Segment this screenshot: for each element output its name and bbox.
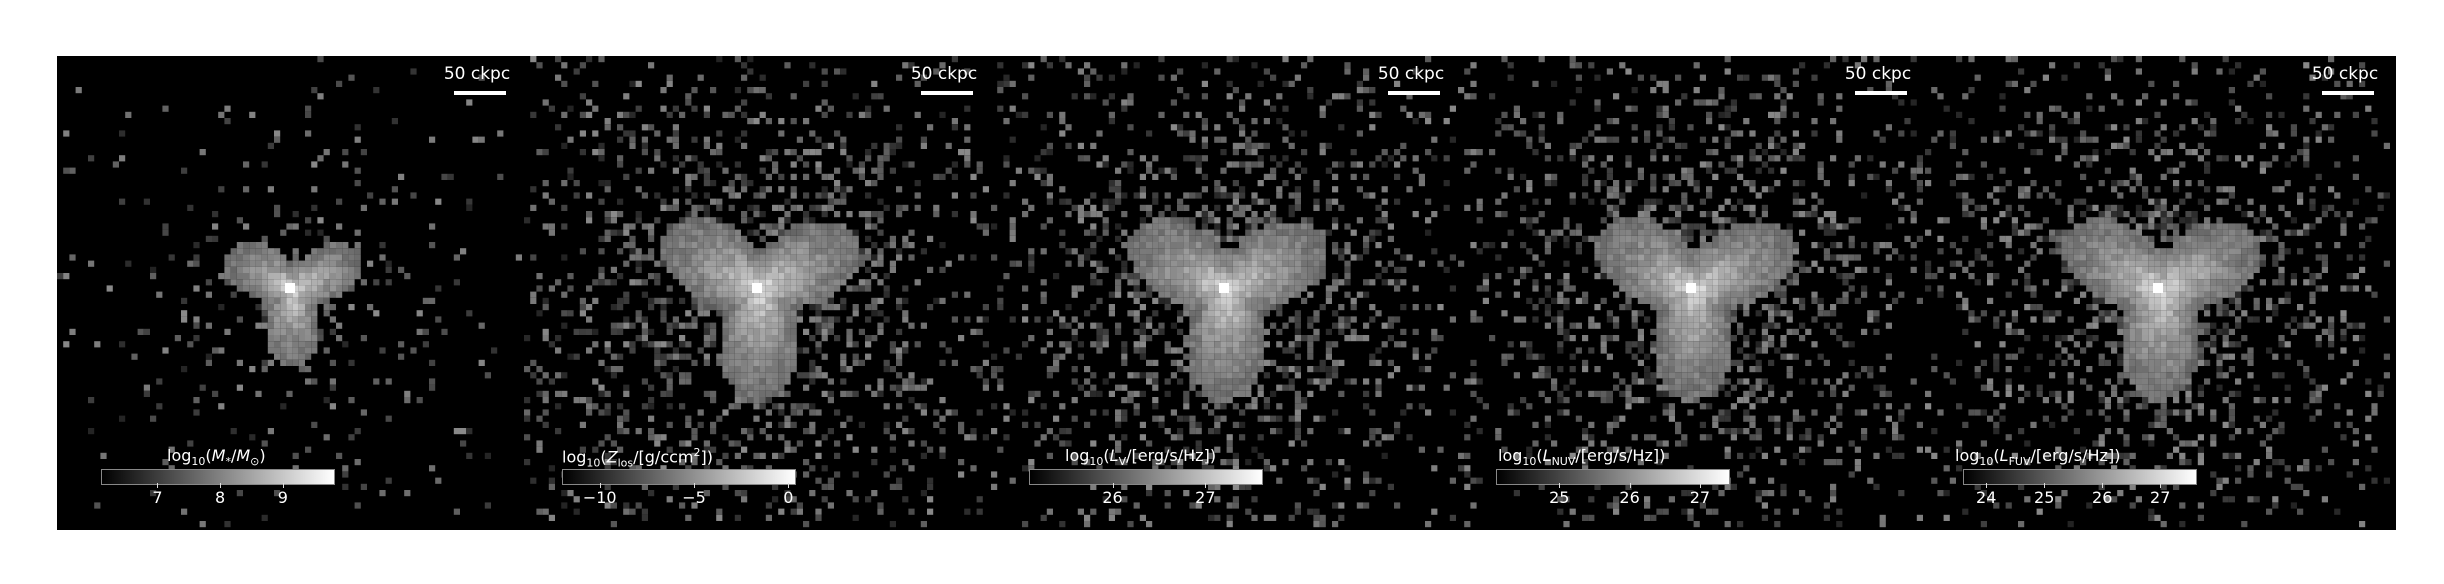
colorbar-tick-label: 26 [2092, 488, 2113, 507]
scalebar-label: 50 ckpc [443, 64, 511, 84]
colorbar-tick-label: 24 [1976, 488, 1997, 507]
colorbar-title: log10(LNUV/[erg/s/Hz]) [1498, 446, 1666, 469]
metal-column-map [524, 56, 989, 528]
panel-v-luminosity: 50 ckpc log10(LV/[erg/s/Hz]) 26 27 [991, 56, 1458, 530]
fuv-luminosity-map [1925, 56, 2390, 528]
colorbar [101, 469, 335, 485]
colorbar-tick [1986, 483, 1988, 488]
colorbar-tick [1559, 483, 1561, 488]
colorbar-tick-label: 8 [215, 488, 226, 507]
v-luminosity-map [991, 56, 1456, 528]
scalebar-label: 50 ckpc [1844, 64, 1912, 84]
colorbar-tick [1699, 483, 1701, 488]
colorbar-tick-label: 27 [2150, 488, 2171, 507]
colorbar [1963, 469, 2197, 485]
colorbar-tick-label: −10 [582, 488, 617, 507]
colorbar-tick [2160, 483, 2162, 488]
scalebar-label: 50 ckpc [1377, 64, 1445, 84]
colorbar-tick-label: −5 [682, 488, 706, 507]
colorbar-title: log10(M*/M⊙) [167, 446, 266, 469]
figure: 50 ckpc log10(M*/M⊙) 7 8 9 50 ckpc log10(Z… [57, 56, 2396, 530]
colorbar-tick [1205, 483, 1207, 488]
colorbar-tick-label: 7 [152, 488, 163, 507]
colorbar-tick [2102, 483, 2104, 488]
colorbar [1496, 469, 1730, 485]
scalebar-label: 50 ckpc [2311, 64, 2379, 84]
colorbar-tick [1112, 483, 1114, 488]
scalebar [1388, 91, 1440, 95]
panel-metal-column: 50 ckpc log10(Zlos/[g/ccm2]) −10 −5 0 [524, 56, 991, 530]
colorbar-tick [157, 483, 159, 488]
stellar-mass-map [57, 56, 522, 528]
colorbar-title: log10(LFUV/[erg/s/Hz]) [1955, 446, 2121, 469]
colorbar-tick-label: 0 [783, 488, 794, 507]
panel-stellar-mass: 50 ckpc log10(M*/M⊙) 7 8 9 [57, 56, 524, 530]
colorbar-tick [220, 483, 222, 488]
colorbar-tick-label: 9 [277, 488, 288, 507]
colorbar-tick-label: 25 [2034, 488, 2055, 507]
colorbar-tick [599, 483, 601, 488]
nuv-luminosity-map [1458, 56, 1923, 528]
colorbar-tick [2044, 483, 2046, 488]
scalebar [921, 91, 973, 95]
colorbar [1029, 469, 1263, 485]
colorbar-tick-label: 26 [1619, 488, 1640, 507]
panel-fuv-luminosity: 50 ckpc log10(LFUV/[erg/s/Hz]) 24 25 26 27 [1925, 56, 2396, 530]
colorbar [562, 469, 796, 485]
colorbar-title: log10(LV/[erg/s/Hz]) [1065, 446, 1217, 469]
scalebar-label: 50 ckpc [910, 64, 978, 84]
colorbar-tick [788, 483, 790, 488]
colorbar-tick [282, 483, 284, 488]
panel-nuv-luminosity: 50 ckpc log10(LNUV/[erg/s/Hz]) 25 26 27 [1458, 56, 1925, 530]
colorbar-tick [694, 483, 696, 488]
scalebar [1855, 91, 1907, 95]
colorbar-tick-label: 27 [1689, 488, 1711, 507]
scalebar [2322, 91, 2374, 95]
colorbar-title: log10(Zlos/[g/ccm2]) [562, 446, 713, 470]
colorbar-tick-label: 26 [1102, 488, 1123, 507]
colorbar-tick [1629, 483, 1631, 488]
scalebar [454, 91, 506, 95]
colorbar-tick-label: 25 [1549, 488, 1570, 507]
colorbar-tick-label: 27 [1195, 488, 1216, 507]
